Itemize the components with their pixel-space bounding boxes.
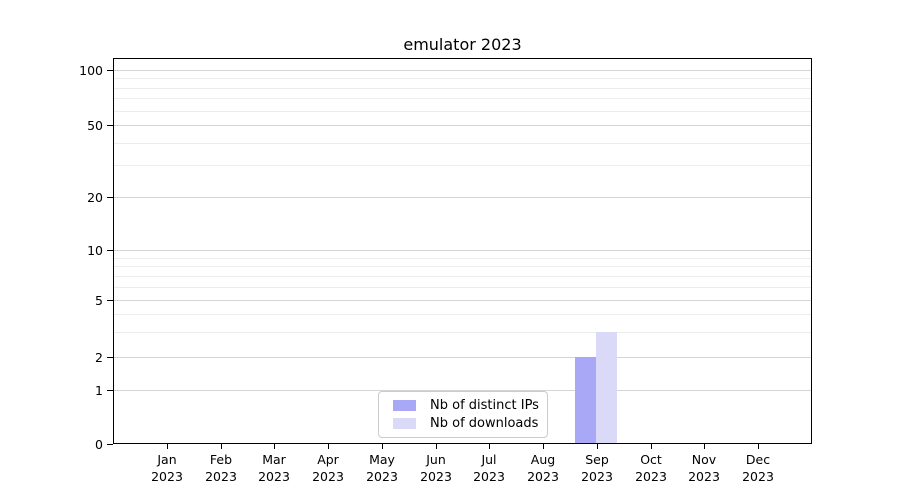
y-tickmark [107, 444, 113, 445]
y-tickmark [107, 125, 113, 126]
x-tick-label: Sep 2023 [581, 452, 613, 484]
minor-gridline [114, 314, 811, 315]
x-tick-label: Oct 2023 [635, 452, 667, 484]
y-tickmark [107, 197, 113, 198]
x-tick-label: Apr 2023 [312, 452, 344, 484]
minor-gridline [114, 332, 811, 333]
x-tickmark [758, 444, 759, 449]
minor-gridline [114, 287, 811, 288]
x-tickmark [167, 444, 168, 449]
y-tickmark [107, 390, 113, 391]
minor-gridline [114, 143, 811, 144]
y-tick-label: 100 [79, 63, 103, 78]
x-tickmark [221, 444, 222, 449]
minor-gridline [114, 266, 811, 267]
y-tick-label: 1 [95, 383, 103, 398]
legend-label-distinct-ips: Nb of distinct IPs [430, 398, 539, 413]
minor-gridline [114, 276, 811, 277]
legend-label-downloads: Nb of downloads [430, 416, 539, 431]
major-gridline [114, 70, 811, 71]
y-tick-label: 50 [87, 118, 103, 133]
x-tick-label: Jun 2023 [420, 452, 452, 484]
y-tick-label: 0 [95, 437, 103, 452]
x-tickmark [328, 444, 329, 449]
y-tickmark [107, 300, 113, 301]
x-tickmark [543, 444, 544, 449]
major-gridline [114, 250, 811, 251]
y-tick-label: 10 [87, 243, 103, 258]
y-tick-label: 2 [95, 350, 103, 365]
y-tickmark [107, 250, 113, 251]
major-gridline [114, 125, 811, 126]
x-tick-label: Mar 2023 [258, 452, 290, 484]
major-gridline [114, 300, 811, 301]
x-tick-label: Dec 2023 [742, 452, 774, 484]
legend-item-downloads: Nb of downloads [386, 416, 539, 431]
x-tickmark [489, 444, 490, 449]
minor-gridline [114, 258, 811, 259]
legend: Nb of distinct IPs Nb of downloads [378, 391, 548, 438]
bar-nb-of-downloads [596, 332, 617, 443]
y-tickmark [107, 357, 113, 358]
x-tick-label: Jan 2023 [151, 452, 183, 484]
y-tickmark [107, 70, 113, 71]
x-tickmark [382, 444, 383, 449]
x-tick-label: Jul 2023 [473, 452, 505, 484]
x-tick-label: Nov 2023 [688, 452, 720, 484]
minor-gridline [114, 165, 811, 166]
minor-gridline [114, 88, 811, 89]
x-tickmark [597, 444, 598, 449]
legend-swatch-downloads [393, 418, 416, 429]
minor-gridline [114, 98, 811, 99]
legend-item-distinct-ips: Nb of distinct IPs [386, 398, 539, 413]
legend-swatch-distinct-ips [393, 400, 416, 411]
chart-title: emulator 2023 [403, 35, 522, 54]
major-gridline [114, 390, 811, 391]
major-gridline [114, 197, 811, 198]
minor-gridline [114, 111, 811, 112]
bar-nb-of-distinct-ips [575, 357, 596, 443]
x-tickmark [651, 444, 652, 449]
x-tickmark [274, 444, 275, 449]
x-tickmark [704, 444, 705, 449]
x-tick-label: May 2023 [366, 452, 398, 484]
major-gridline [114, 357, 811, 358]
plot-area [113, 58, 812, 444]
minor-gridline [114, 78, 811, 79]
x-tickmark [436, 444, 437, 449]
y-tick-label: 20 [87, 190, 103, 205]
x-tick-label: Feb 2023 [205, 452, 237, 484]
y-tick-label: 5 [95, 293, 103, 308]
x-tick-label: Aug 2023 [527, 452, 559, 484]
